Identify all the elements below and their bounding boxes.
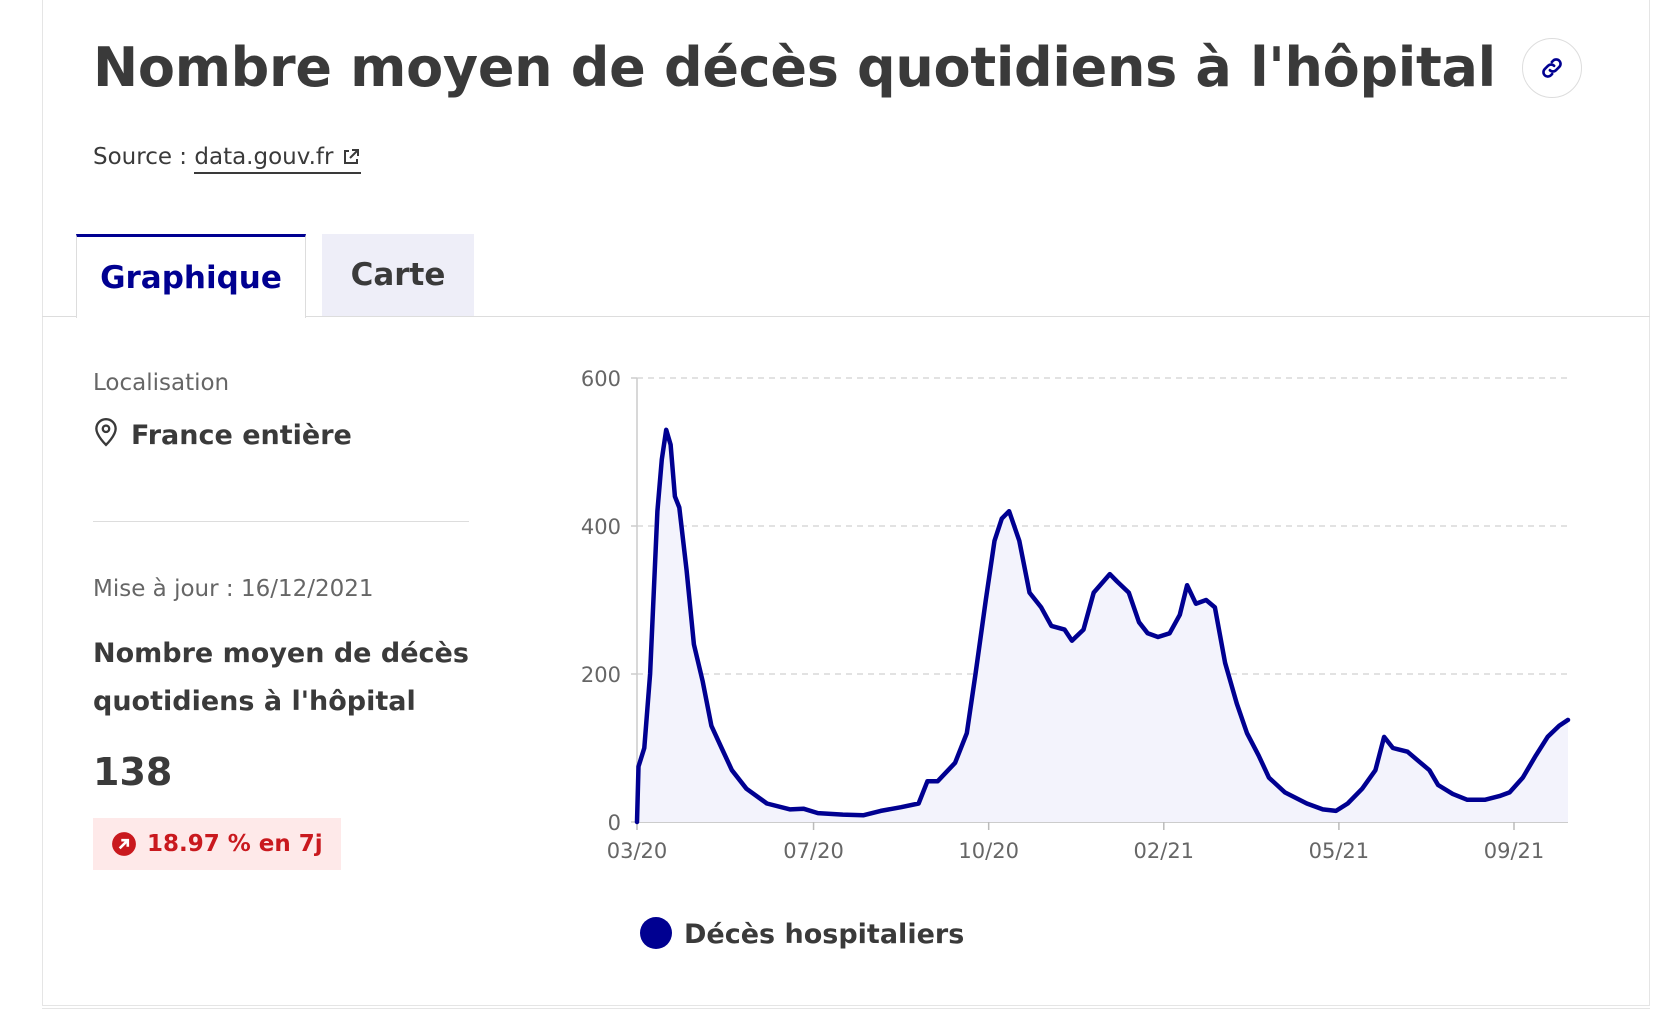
source-link[interactable]: data.gouv.fr	[194, 144, 362, 174]
card-bottom-border	[42, 1008, 1650, 1009]
source-line: Source : data.gouv.fr	[93, 144, 362, 174]
metric-value: 138	[93, 750, 173, 794]
external-link-icon	[344, 149, 360, 164]
indicator-card	[42, 0, 1650, 1006]
source-link-label: data.gouv.fr	[194, 144, 334, 170]
page-title: Nombre moyen de décès quotidiens à l'hôp…	[93, 36, 1496, 99]
copy-link-button[interactable]	[1521, 37, 1582, 98]
arrow-up-right-circle-icon	[112, 832, 136, 856]
location-label: Localisation	[93, 370, 230, 396]
update-date: Mise à jour : 16/12/2021	[93, 576, 374, 602]
source-prefix: Source :	[93, 144, 188, 170]
title-row: Nombre moyen de décès quotidiens à l'hôp…	[93, 36, 1582, 99]
metric-name: Nombre moyen de décès quotidiens à l'hôp…	[93, 638, 469, 717]
tabs-divider	[42, 316, 1650, 317]
sidebar-divider	[93, 521, 469, 522]
tab-graphique[interactable]: Graphique	[76, 234, 306, 318]
tab-carte[interactable]: Carte	[322, 234, 474, 316]
change-value: 18.97 % en 7j	[147, 831, 323, 857]
change-badge: 18.97 % en 7j	[93, 818, 341, 870]
location-value: France entière	[131, 420, 352, 451]
link-icon	[1542, 57, 1562, 78]
map-pin-icon	[95, 417, 117, 446]
location-selector[interactable]: France entière	[93, 417, 352, 451]
